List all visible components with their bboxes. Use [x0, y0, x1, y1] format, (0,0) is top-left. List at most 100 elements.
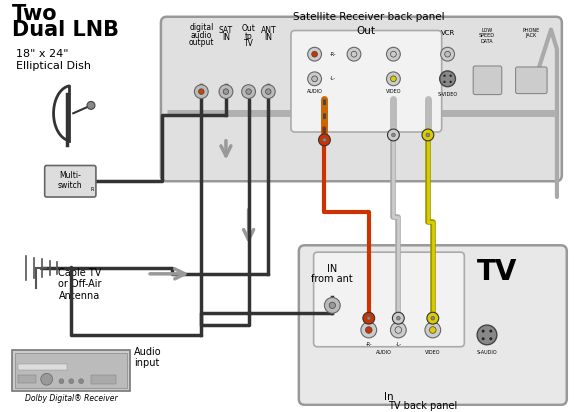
- Circle shape: [59, 379, 64, 384]
- FancyBboxPatch shape: [45, 166, 96, 197]
- Text: -R-: -R-: [329, 52, 336, 57]
- Text: AUDIO: AUDIO: [376, 350, 392, 355]
- Circle shape: [445, 51, 450, 57]
- Circle shape: [441, 47, 454, 61]
- Bar: [91, 375, 116, 384]
- Circle shape: [87, 101, 95, 109]
- Text: ANT: ANT: [260, 26, 276, 35]
- Text: IN: IN: [327, 264, 338, 274]
- Circle shape: [312, 51, 317, 57]
- Circle shape: [427, 312, 439, 324]
- Text: Cable TV: Cable TV: [59, 268, 102, 278]
- Circle shape: [444, 75, 446, 77]
- Text: LOW
SPEED
DATA: LOW SPEED DATA: [479, 28, 495, 44]
- Bar: [18, 365, 67, 370]
- Circle shape: [449, 75, 452, 77]
- Circle shape: [392, 133, 395, 137]
- FancyBboxPatch shape: [313, 252, 464, 347]
- Text: TV: TV: [244, 40, 253, 48]
- Text: 18" x 24": 18" x 24": [16, 49, 69, 59]
- Bar: [15, 353, 127, 388]
- Circle shape: [449, 81, 452, 83]
- Text: VIDEO: VIDEO: [425, 350, 441, 355]
- Circle shape: [347, 47, 361, 61]
- Circle shape: [482, 337, 484, 340]
- Circle shape: [262, 85, 275, 98]
- Circle shape: [391, 322, 406, 338]
- Text: from ant: from ant: [312, 274, 353, 284]
- Circle shape: [490, 330, 492, 332]
- Circle shape: [69, 379, 74, 384]
- Circle shape: [79, 379, 84, 384]
- Text: -L-: -L-: [329, 76, 335, 81]
- Circle shape: [242, 85, 256, 98]
- Circle shape: [439, 71, 456, 87]
- Text: IN: IN: [264, 33, 272, 42]
- Circle shape: [367, 316, 371, 320]
- Text: Out: Out: [242, 23, 256, 33]
- Text: S-VIDEO: S-VIDEO: [438, 91, 458, 96]
- Circle shape: [388, 129, 399, 141]
- Circle shape: [199, 89, 204, 94]
- Text: TV back panel: TV back panel: [388, 401, 457, 411]
- Circle shape: [195, 85, 208, 98]
- Text: output: output: [188, 38, 214, 47]
- Text: VIDEO: VIDEO: [386, 89, 401, 94]
- Circle shape: [308, 47, 321, 61]
- Text: AUDIO: AUDIO: [306, 89, 323, 94]
- Text: -R-: -R-: [365, 342, 372, 347]
- Circle shape: [395, 327, 401, 333]
- FancyBboxPatch shape: [473, 66, 502, 95]
- Circle shape: [482, 330, 484, 332]
- Bar: [12, 350, 130, 391]
- Bar: [18, 375, 36, 383]
- Text: Elliptical Dish: Elliptical Dish: [16, 61, 91, 71]
- FancyBboxPatch shape: [161, 17, 562, 181]
- Circle shape: [323, 138, 327, 142]
- Text: to: to: [245, 32, 252, 40]
- Text: audio: audio: [191, 30, 212, 40]
- Text: Multi-
switch: Multi- switch: [58, 171, 82, 190]
- Circle shape: [329, 302, 335, 309]
- Text: R: R: [91, 187, 94, 192]
- Text: IN: IN: [222, 33, 230, 42]
- Circle shape: [426, 133, 430, 137]
- Text: Dolby Digital® Receiver: Dolby Digital® Receiver: [25, 394, 118, 403]
- Text: Two: Two: [12, 4, 58, 24]
- Text: PHONE
JACK: PHONE JACK: [522, 28, 540, 38]
- Circle shape: [365, 327, 372, 333]
- Circle shape: [430, 327, 436, 333]
- Circle shape: [266, 89, 271, 94]
- Text: Out: Out: [357, 26, 376, 35]
- Circle shape: [396, 316, 400, 320]
- Circle shape: [391, 51, 396, 57]
- Text: -L-: -L-: [395, 342, 401, 347]
- Circle shape: [246, 89, 251, 94]
- Circle shape: [223, 89, 229, 94]
- Circle shape: [324, 297, 340, 313]
- FancyBboxPatch shape: [291, 30, 442, 132]
- Text: digital: digital: [189, 23, 214, 32]
- FancyBboxPatch shape: [299, 245, 567, 405]
- Circle shape: [361, 322, 377, 338]
- Circle shape: [363, 312, 374, 324]
- Circle shape: [431, 316, 435, 320]
- Circle shape: [312, 76, 317, 82]
- Circle shape: [490, 337, 492, 340]
- FancyBboxPatch shape: [516, 67, 547, 94]
- Text: Audio
input: Audio input: [134, 347, 162, 368]
- Text: Antenna: Antenna: [59, 290, 100, 301]
- Text: S-AUDIO: S-AUDIO: [477, 350, 497, 355]
- Circle shape: [351, 51, 357, 57]
- Circle shape: [425, 322, 441, 338]
- Text: In: In: [384, 392, 394, 402]
- Circle shape: [308, 72, 321, 86]
- Circle shape: [41, 373, 52, 385]
- Circle shape: [386, 47, 400, 61]
- Circle shape: [444, 81, 446, 83]
- Circle shape: [219, 85, 233, 98]
- Circle shape: [392, 312, 404, 324]
- Circle shape: [386, 72, 400, 86]
- Text: SAT: SAT: [219, 26, 233, 35]
- Text: or Off-Air: or Off-Air: [59, 279, 102, 289]
